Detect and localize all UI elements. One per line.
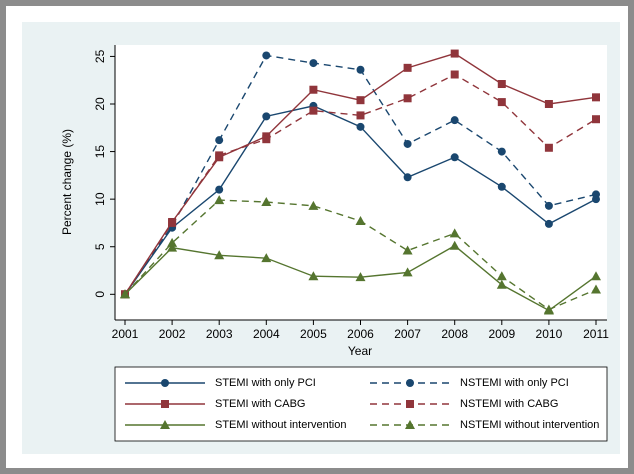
x-tick-label: 2010 — [536, 327, 563, 341]
legend-item: STEMI with only PCI — [125, 377, 316, 389]
legend-label: NSTEMI with only PCI — [460, 377, 569, 389]
point — [168, 218, 177, 227]
legend-marker — [160, 420, 170, 429]
point — [403, 63, 412, 72]
y-tick-label: 0 — [93, 291, 107, 298]
point — [356, 111, 365, 120]
point — [261, 197, 272, 207]
point — [308, 271, 319, 281]
point — [592, 115, 600, 124]
series — [120, 240, 601, 315]
x-tick-label: 2006 — [347, 327, 374, 341]
point — [309, 106, 318, 115]
legend-label: NSTEMI without intervention — [460, 419, 599, 431]
point — [167, 237, 178, 247]
y-tick-label: 10 — [93, 192, 107, 206]
x-tick-label: 2007 — [394, 327, 421, 341]
point — [262, 112, 271, 121]
point — [403, 139, 412, 148]
point — [215, 136, 224, 145]
legend-item: NSTEMI with only PCI — [370, 377, 569, 389]
point — [309, 59, 318, 68]
y-axis-title: Percent change (%) — [60, 129, 74, 235]
series — [120, 195, 601, 314]
point — [403, 94, 412, 103]
point — [496, 279, 507, 289]
x-tick-label: 2008 — [441, 327, 468, 341]
legend-label: STEMI with only PCI — [215, 377, 316, 389]
x-tick-label: 2003 — [206, 327, 233, 341]
x-tick-label: 2009 — [488, 327, 515, 341]
x-axis-title: Year — [348, 344, 372, 358]
point — [497, 98, 506, 107]
x-tick-label: 2002 — [159, 327, 186, 341]
legend-marker — [405, 420, 415, 429]
point — [497, 80, 506, 89]
point — [120, 289, 130, 299]
point — [403, 173, 412, 182]
point — [449, 240, 460, 250]
x-tick-label: 2005 — [300, 327, 327, 341]
series — [121, 101, 600, 299]
point — [308, 200, 319, 210]
legend-label: STEMI with CABG — [215, 398, 305, 410]
point — [356, 122, 365, 131]
x-tick-label: 2004 — [253, 327, 280, 341]
point — [262, 51, 271, 60]
x-tick-label: 2001 — [112, 327, 139, 341]
legend-marker — [161, 400, 169, 408]
point — [402, 267, 413, 277]
point — [450, 49, 459, 58]
point — [402, 245, 413, 255]
point — [497, 182, 506, 191]
y-tick-label: 15 — [93, 145, 107, 159]
point — [261, 253, 272, 263]
point — [497, 147, 506, 156]
legend-item: STEMI without intervention — [125, 419, 346, 431]
point — [356, 65, 365, 74]
point — [496, 271, 507, 281]
point — [592, 190, 600, 199]
y-tick-label: 20 — [93, 97, 107, 111]
point — [355, 272, 366, 282]
point — [544, 99, 553, 108]
legend-marker — [161, 379, 169, 387]
point — [262, 135, 271, 144]
point — [167, 242, 178, 252]
point — [450, 153, 459, 162]
point — [591, 284, 601, 294]
point — [215, 151, 224, 160]
point — [215, 185, 224, 194]
point — [214, 250, 225, 260]
legend-item: NSTEMI without intervention — [370, 419, 599, 431]
legend-item: STEMI with CABG — [125, 398, 305, 410]
point — [592, 93, 600, 102]
point — [450, 70, 459, 79]
legend-marker — [406, 400, 414, 408]
point — [544, 201, 553, 210]
point — [543, 304, 554, 314]
point — [544, 143, 553, 152]
y-tick-label: 25 — [93, 49, 107, 63]
legend-label: NSTEMI with CABG — [460, 398, 558, 410]
point — [356, 96, 365, 105]
point — [544, 219, 553, 228]
point — [214, 195, 225, 205]
point — [309, 85, 318, 94]
legend-item: NSTEMI with CABG — [370, 398, 558, 410]
point — [449, 228, 460, 238]
point — [355, 216, 366, 226]
y-tick-label: 5 — [93, 243, 107, 250]
point — [450, 116, 459, 125]
legend-marker — [406, 379, 414, 387]
x-tick-label: 2011 — [583, 327, 609, 341]
point — [591, 271, 601, 281]
legend-label: STEMI without intervention — [215, 419, 346, 431]
